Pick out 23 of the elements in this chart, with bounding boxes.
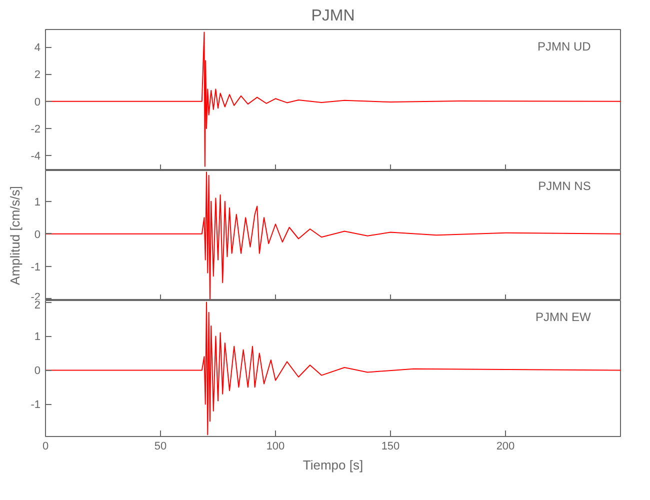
y-tick-label: 2 [34, 300, 41, 312]
y-tick-label: 1 [34, 331, 41, 344]
y-tick-label: 0 [34, 96, 41, 108]
y-tick-label: 2 [34, 69, 41, 82]
x-tick-label: 0 [42, 440, 49, 452]
annotation: PJMN UD [538, 39, 592, 54]
y-tick-label: -1 [30, 261, 40, 274]
y-axis-title: Amplitud [cm/s/s] [8, 186, 23, 285]
x-axis-title: Tiempo [s] [302, 458, 364, 472]
y-tick-label: -2 [30, 123, 40, 136]
x-tick-label: 200 [496, 440, 515, 452]
y-tick-label: -4 [30, 150, 40, 163]
x-tick-label: 100 [266, 440, 285, 452]
x-tick-label: 150 [381, 440, 400, 452]
y-tick-label: -1 [30, 399, 40, 412]
chart-title: PJMN [311, 8, 355, 24]
annotation: PJMN EW [536, 310, 592, 324]
y-tick-label: 0 [34, 365, 41, 378]
x-tick-label: 50 [154, 440, 167, 452]
y-tick-label: 1 [34, 196, 41, 208]
annotation: PJMN NS [538, 179, 591, 194]
y-tick-label: 4 [34, 42, 41, 54]
y-tick-label: 0 [34, 228, 41, 241]
